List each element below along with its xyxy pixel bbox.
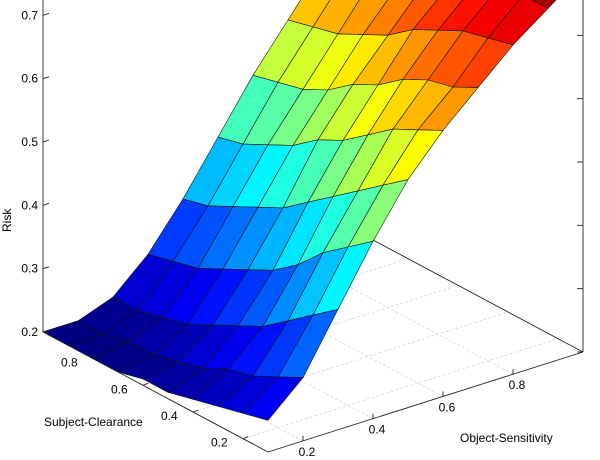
surface-layer	[42, 0, 557, 421]
z-axis-label: Risk	[0, 208, 14, 232]
y-tick-label: 0.4	[161, 409, 178, 423]
z-tick-left-4	[42, 76, 50, 80]
y-tick-0	[242, 436, 249, 440]
z-tick-label: 0.3	[21, 262, 38, 276]
z-tick-left-2	[42, 202, 50, 206]
z-tick-label: 0.4	[21, 198, 38, 212]
z-tick-left-0	[42, 329, 50, 333]
z-tick-left-5	[42, 12, 50, 16]
y-tick-3	[92, 356, 99, 360]
y-tick-label: 0.2	[211, 436, 228, 450]
cube-front-lines	[42, 331, 584, 453]
y-axis-label: Subject-Clearance	[44, 415, 143, 429]
floor-grid-y-0	[242, 338, 559, 440]
x-tick-label: 0.8	[509, 378, 526, 392]
z-tick-label: 0.2	[21, 325, 38, 339]
x-tick-label: 0.6	[439, 400, 456, 414]
x-axis-label: Object-Sensitivity	[460, 431, 553, 445]
z-tick-label: 0.7	[21, 8, 38, 22]
y-tick-1	[192, 409, 199, 413]
x-tick-label: 0.2	[299, 445, 316, 459]
z-tick-left-1	[42, 266, 50, 270]
x-tick-label: 0.4	[369, 423, 386, 437]
box-edge-floor-front	[267, 351, 584, 453]
surface-cell-0-8	[531, 0, 557, 9]
y-tick-label: 0.8	[61, 356, 78, 370]
z-tick-left-3	[42, 139, 50, 143]
y-tick-2	[142, 382, 149, 386]
box-edge-floor-left	[42, 331, 269, 453]
tick-marks	[42, 12, 583, 441]
y-tick-label: 0.6	[111, 382, 128, 396]
z-tick-label: 0.6	[21, 72, 38, 86]
surface-cell-0-0	[242, 376, 304, 421]
z-tick-label: 0.5	[21, 135, 38, 149]
tick-labels: 0.2 0.3 0.4 0.5 0.6 0.7 0.8 0.2 0.4 0.6 0.8 0.2 0.4 0…	[21, 8, 526, 459]
box-edge-floor-right	[357, 231, 584, 353]
